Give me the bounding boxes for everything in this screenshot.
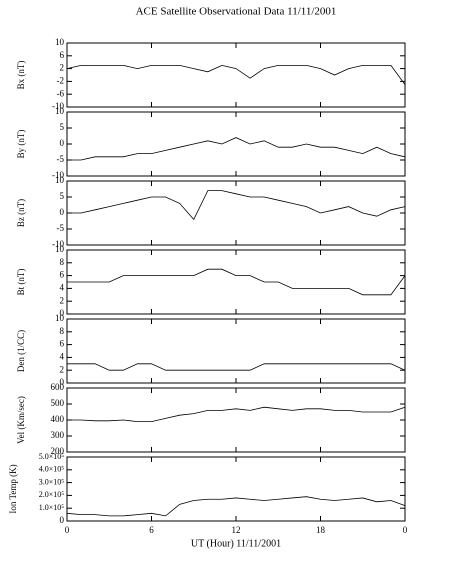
data-line [67,406,406,422]
y-tick-label: 0 [60,515,65,525]
y-tick-label: 10 [55,175,65,185]
y-axis-label: Den (1/CC) [16,330,26,372]
x-tick-label: 12 [232,525,241,535]
y-tick-label: 2 [60,63,65,73]
y-tick-label: 2 [60,364,65,374]
y-tick-label: 600 [51,382,65,392]
x-axis-label: UT (Hour) 11/11/2001 [191,538,281,549]
y-tick-label: 6 [60,339,65,349]
y-tick-label: 2.0×10⁵ [39,490,65,499]
y-tick-label: 5 [60,191,65,201]
y-tick-label: 300 [51,430,65,440]
y-tick-label: 10 [55,106,65,116]
y-tick-label: 0 [60,308,65,318]
data-line [67,190,406,221]
y-tick-label: 10 [55,244,65,254]
panel-frame [66,318,406,384]
y-tick-label: 4 [60,351,65,361]
y-tick-label: -2 [57,75,65,85]
panel-frame [66,456,406,522]
chart-title: ACE Satellite Observational Data 11/11/2… [136,6,337,18]
y-tick-label: 8 [60,326,65,336]
y-tick-label: -10 [52,170,64,180]
y-tick-label: -10 [52,101,64,111]
panel-frame [66,42,406,108]
y-axis-label: Vel (Km/sec) [16,396,26,444]
data-line [66,496,406,517]
data-line [66,64,406,85]
y-tick-label: 1.0×10⁵ [39,503,65,512]
y-tick-label: 4 [60,282,65,292]
y-tick-label: 4.0×10⁵ [39,465,65,474]
y-axis-label: Bx (nT) [16,61,26,90]
data-line [67,268,406,296]
x-tick-label: 18 [316,525,326,535]
y-tick-label: 10 [55,37,65,47]
y-tick-label: 5.0×10⁵ [39,452,65,461]
x-tick-label: 0 [403,525,408,535]
y-tick-label: 10 [55,313,65,323]
x-tick-label: 6 [149,525,154,535]
y-axis-label: Ion Temp (K) [8,464,18,513]
y-axis-label: Bz (nT) [16,199,26,227]
x-tick-label: 0 [65,525,70,535]
y-tick-label: 500 [51,398,65,408]
panel-frame [66,249,406,315]
y-tick-label: 400 [51,414,65,424]
y-tick-label: 5 [60,122,65,132]
y-tick-label: -6 [57,88,65,98]
y-tick-label: 2 [60,295,65,305]
y-tick-label: -5 [57,154,65,164]
y-axis-label: By (nT) [16,130,26,159]
y-tick-label: -5 [57,223,65,233]
y-tick-label: 0 [60,138,65,148]
y-tick-label: 6 [60,270,65,280]
data-line [67,363,406,371]
panel-frame [66,111,406,177]
y-tick-label: 0 [60,377,65,387]
y-tick-label: 6 [60,50,65,60]
y-axis-label: Bt (nT) [16,269,26,296]
y-tick-label: 200 [51,446,65,456]
data-line [67,137,406,161]
y-tick-label: 3.0×10⁵ [39,477,65,486]
y-tick-label: -10 [52,239,64,249]
y-tick-label: 0 [60,207,65,217]
panel-frame [66,180,406,246]
y-tick-label: 8 [60,257,65,267]
